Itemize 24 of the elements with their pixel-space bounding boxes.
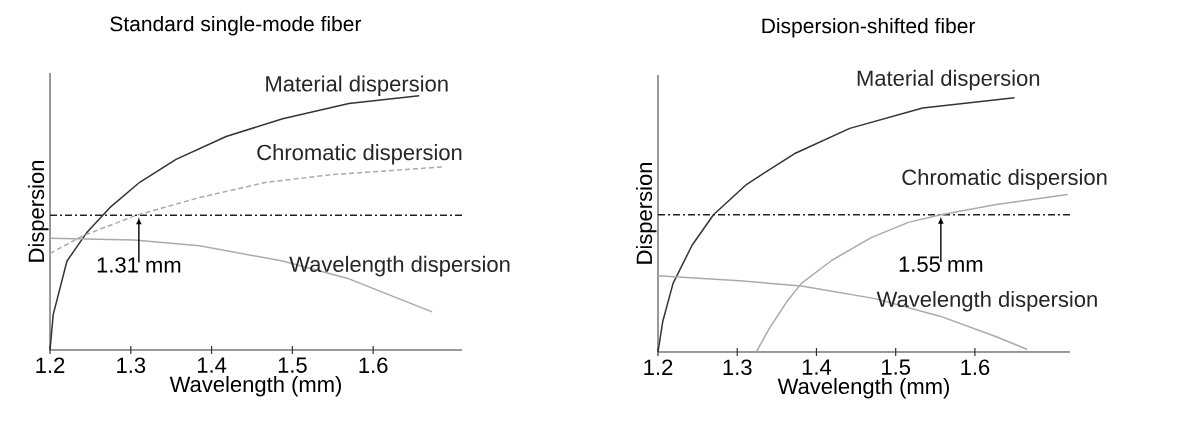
x-tick-label: 1.6 <box>961 359 990 376</box>
x-tick-label: 1.3 <box>117 357 146 374</box>
series-label: Material dispersion <box>857 69 1040 91</box>
chart-title: Standard single-mode fiber <box>110 15 362 36</box>
x-tick-label: 1.4 <box>197 357 227 373</box>
y-axis-title: Dispersion <box>27 160 49 262</box>
series-label: Chromatic dispersion <box>902 168 1107 190</box>
annotation: 1.55 mm <box>899 256 983 272</box>
series-label: Wavelength dispersion <box>876 290 1097 312</box>
x-axis-title: Wavelength (mm) <box>169 375 341 397</box>
series-label: Material dispersion <box>266 75 448 96</box>
x-tick-label: 1.6 <box>359 357 388 374</box>
x-tick-label: 1.4 <box>802 359 832 375</box>
x-tick-label: 1.5 <box>882 359 911 375</box>
y-axis-title: Dispersion <box>635 162 657 264</box>
chart-title: Dispersion-shifted fiber <box>762 17 976 38</box>
x-tick-label: 1.5 <box>278 357 307 373</box>
annotation: 1.31 mm <box>97 257 181 273</box>
x-tick-label: 1.2 <box>36 357 65 373</box>
x-tick-label: 1.2 <box>644 359 673 375</box>
x-tick-label: 1.3 <box>723 359 752 376</box>
x-axis-title: Wavelength (mm) <box>777 377 949 399</box>
series-label: Wavelength dispersion <box>289 255 510 277</box>
series-label: Chromatic dispersion <box>257 144 462 165</box>
